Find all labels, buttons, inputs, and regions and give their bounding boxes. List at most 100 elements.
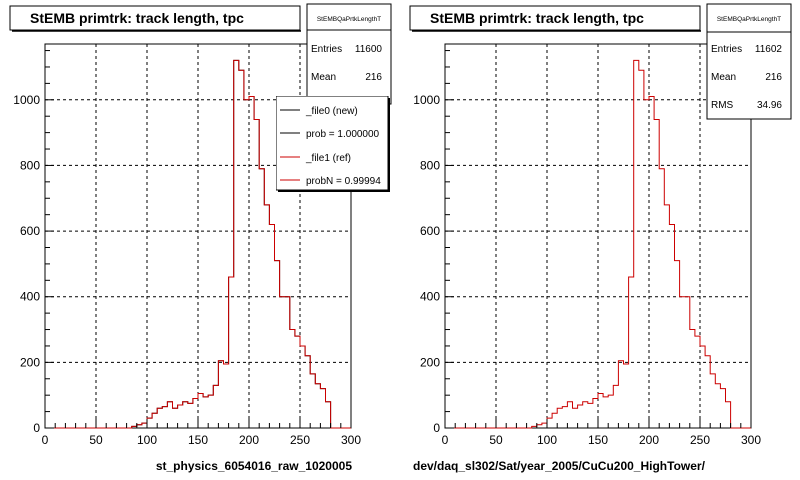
legend-entry-ref: _file1 (ref)	[305, 153, 351, 164]
histogram-bin	[213, 385, 218, 428]
histogram-bin	[275, 261, 280, 428]
grid-lines	[445, 44, 751, 428]
histogram-bin	[183, 402, 188, 428]
histogram-bin	[567, 402, 572, 428]
x-tick-label: 250	[690, 433, 710, 447]
histogram-bin	[634, 60, 639, 428]
histogram-bin	[132, 426, 137, 428]
histogram-bin	[542, 423, 547, 428]
histogram-bin	[532, 426, 537, 428]
histogram-bin	[280, 297, 285, 428]
histogram-bin	[649, 97, 654, 428]
histogram-bin	[152, 413, 157, 428]
histogram-bin	[557, 408, 562, 428]
y-tick-label: 600	[20, 224, 40, 238]
x-tick-label: 250	[290, 433, 310, 447]
histogram-bin	[198, 394, 203, 428]
histogram-bin	[573, 408, 578, 428]
x-tick-label: 50	[89, 433, 103, 447]
histogram-bin	[639, 70, 644, 428]
y-tick-label: 400	[420, 290, 440, 304]
histogram-bin	[588, 403, 593, 428]
y-tick-label: 800	[20, 158, 40, 172]
histogram-bin	[720, 389, 725, 428]
legend-entry-new: _file0 (new)	[305, 106, 358, 117]
histogram-bin	[700, 346, 705, 428]
histogram-bin	[173, 408, 178, 428]
histogram-bin	[654, 119, 659, 428]
y-tick-label: 1000	[413, 93, 440, 107]
y-tick-label: 800	[420, 158, 440, 172]
histogram-bin	[624, 364, 629, 428]
histogram-bin	[229, 277, 234, 428]
histogram-bin	[669, 225, 674, 428]
histogram-bin	[715, 384, 720, 428]
chart-title: StEMB primtrk: track length, tpc	[30, 10, 244, 26]
histogram-bin	[583, 402, 588, 428]
histogram-bin	[239, 70, 244, 428]
stats-mean-value: 216	[365, 72, 382, 83]
histogram-bin	[680, 297, 685, 428]
left-histogram-panel: StEMB primtrk: track length, tpc 0 50 100 1…	[9, 3, 392, 473]
stats-mean-label: Mean	[311, 72, 336, 83]
legend-entry-probn: probN = 0.99994	[306, 176, 381, 187]
x-axis-label: dev/daq_sl302/Sat/year_2005/CuCu200_High…	[413, 459, 706, 473]
x-tick-label: 50	[489, 433, 503, 447]
x-tick-label: 300	[341, 433, 361, 447]
histogram-bin	[218, 361, 223, 428]
x-tick-label: 300	[741, 433, 761, 447]
histogram-bin	[659, 169, 664, 428]
histogram-bin	[593, 398, 598, 428]
axis-ticks	[444, 50, 752, 429]
histogram-bin	[644, 100, 649, 428]
grid-lines	[45, 44, 351, 428]
histogram-bin	[269, 225, 274, 428]
right-histogram-panel: StEMB primtrk: track length, tpc 0 50 100 1…	[409, 3, 792, 473]
x-tick-label: 200	[639, 433, 659, 447]
chart-title: StEMB primtrk: track length, tpc	[430, 10, 644, 26]
histogram-bin	[244, 100, 249, 428]
stats-mean-label: Mean	[711, 72, 736, 83]
histogram-bin	[234, 60, 239, 428]
stats-box: StEMBQaPrtkLengthT Entries 11600 Mean 21…	[306, 3, 392, 105]
histogram-bin	[562, 407, 567, 428]
histogram-bin	[690, 330, 695, 428]
histogram-bin	[178, 405, 183, 428]
histogram-bin	[578, 405, 583, 428]
histogram-bin	[193, 398, 198, 428]
title-box: StEMB primtrk: track length, tpc	[409, 5, 701, 32]
stats-rms-value: 34.96	[757, 100, 782, 111]
histogram-series	[445, 59, 751, 429]
stats-name: StEMBQaPrtkLengthT	[317, 16, 381, 23]
histogram-bin	[305, 356, 310, 428]
histogram-bin	[162, 407, 167, 428]
histogram-bin	[315, 384, 320, 428]
histogram-bin	[208, 395, 213, 428]
y-tick-label: 0	[33, 421, 40, 435]
histogram-bin	[142, 423, 147, 428]
histogram-bin	[224, 364, 229, 428]
legend: _file0 (new) prob = 1.000000 _file1 (ref…	[276, 96, 390, 192]
y-tick-label: 200	[20, 355, 40, 369]
histogram-bin	[603, 397, 608, 428]
stats-entries-label: Entries	[311, 44, 342, 55]
histogram-bin	[629, 277, 634, 428]
histogram-bin	[326, 402, 331, 428]
y-tick-label: 600	[420, 224, 440, 238]
stats-name: StEMBQaPrtkLengthT	[717, 16, 781, 23]
stats-entries-label: Entries	[711, 44, 742, 55]
histogram-bin	[685, 297, 690, 428]
histogram-bin	[157, 408, 162, 428]
histogram-bin	[137, 425, 142, 428]
histogram-bin	[537, 425, 542, 428]
y-tick-label: 0	[433, 421, 440, 435]
histogram-bin	[552, 413, 557, 428]
x-tick-label: 200	[239, 433, 259, 447]
histogram-bin	[310, 374, 315, 428]
histogram-bin	[320, 389, 325, 428]
histogram-bin	[285, 297, 290, 428]
histogram-bin	[249, 97, 254, 428]
histogram-bin	[147, 418, 152, 428]
histogram-bin	[547, 418, 552, 428]
legend-entry-prob: prob = 1.000000	[306, 129, 380, 140]
